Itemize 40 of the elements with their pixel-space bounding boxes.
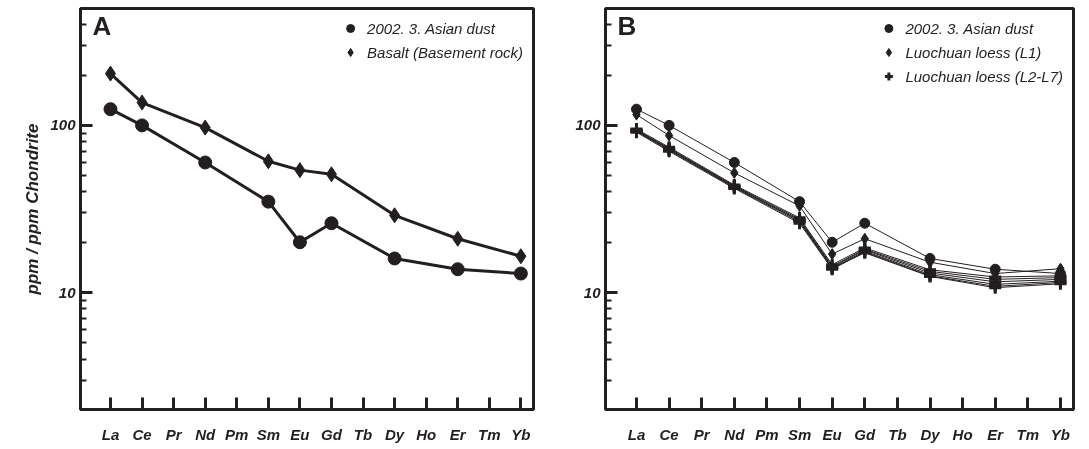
x-tick-label: Eu [822,425,842,443]
y-tick-label: 10 [583,283,602,301]
legend-label: 2002. 3. Asian dust [367,19,495,37]
x-tick-label: Yb [511,425,531,443]
x-tick-label: Tb [888,425,907,443]
x-tick-label: Gd [854,425,877,443]
x-tick-label: Sm [787,425,812,443]
y-axis-title: ppm / ppm Chondrite [23,123,43,296]
x-tick-label: Ho [416,425,437,443]
x-tick-label: Nd [195,425,217,443]
x-tick-label: Pm [225,425,249,443]
x-tick-label: Dy [920,425,941,443]
x-tick-label: Nd [724,425,746,443]
legend-label: Luochuan loess (L1) [905,43,1042,61]
x-tick-label: Sm [256,425,280,443]
chart-title: A [92,10,112,41]
x-tick-label: Ce [659,425,679,443]
y-tick-label: 100 [575,116,602,134]
x-tick-label: Ce [132,425,152,443]
x-tick-label: Ho [952,425,973,443]
x-tick-label: Er [449,425,467,443]
chart-title: B [617,10,637,41]
x-tick-label: Pr [165,425,183,443]
y-tick-label: 10 [58,283,77,301]
x-tick-label: Pm [755,425,779,443]
x-tick-label: Tm [478,425,501,443]
legend-label: 2002. 3. Asian dust [905,19,1034,37]
x-tick-label: Gd [321,425,343,443]
x-tick-label: Yb [1050,425,1071,443]
x-tick-label: La [101,425,120,443]
x-tick-label: Tb [353,425,373,443]
legend-label: Basalt (Basement rock) [367,43,523,61]
x-tick-label: Pr [693,425,711,443]
legend-label: Luochuan loess (L2-L7) [905,67,1063,85]
x-tick-label: Er [987,425,1005,443]
x-tick-label: Dy [385,425,405,443]
x-tick-label: La [627,425,646,443]
x-tick-label: Eu [290,425,310,443]
y-tick-label: 100 [50,116,77,134]
x-tick-label: Tm [1016,425,1040,443]
